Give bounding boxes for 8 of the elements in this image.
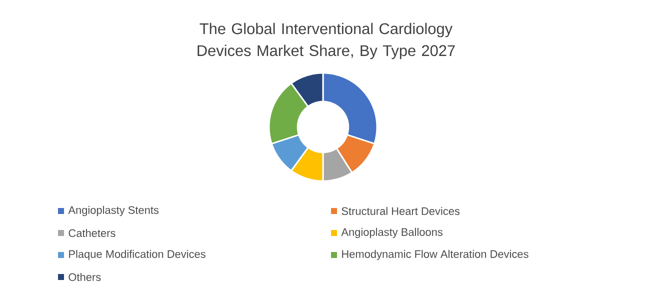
legend-label: Catheters	[68, 228, 116, 238]
legend-label: Angioplasty Balloons	[341, 228, 443, 238]
legend-label: Plaque Modification Devices	[69, 250, 206, 260]
chart-title: The Global Interventional Cardiology Devices Market Share, By Type 2027	[198, 22, 455, 60]
legend-label: Structural Heart Devices	[342, 206, 460, 216]
legend-label: Others	[68, 272, 101, 282]
legend-label: Hemodynamic Flow Alteration Devices	[342, 250, 528, 260]
legend-label: Angioplasty Stents	[68, 206, 159, 216]
